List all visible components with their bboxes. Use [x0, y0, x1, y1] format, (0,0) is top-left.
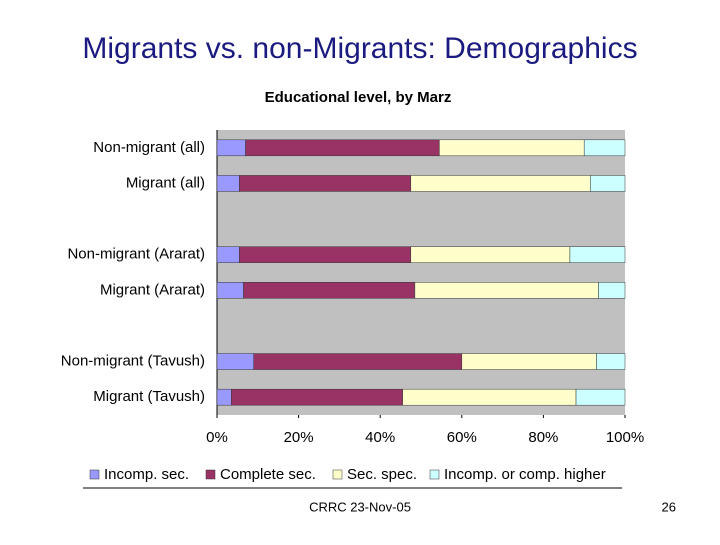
- bar-segment: [439, 139, 585, 157]
- bar-segment: [216, 175, 240, 192]
- bar-segment: [216, 246, 240, 263]
- y-tick-label: Non-migrant (Tavush): [61, 353, 205, 370]
- y-tick-label: Non-migrant (Ararat): [67, 246, 205, 263]
- bar-segment: [583, 139, 626, 157]
- bar-segment: [461, 353, 597, 370]
- bar-segment: [243, 282, 416, 299]
- bar-segment: [598, 282, 626, 299]
- x-tick-label: 0%: [206, 429, 228, 446]
- y-tick-label: Migrant (Ararat): [100, 281, 205, 298]
- slide-title: Migrants vs. non-Migrants: Demographics: [82, 32, 637, 65]
- y-tick-label: Migrant (Tavush): [93, 388, 205, 405]
- legend-label: Sec. spec.: [347, 466, 417, 483]
- x-tick-label: 100%: [606, 429, 644, 446]
- x-tick-label: 40%: [365, 429, 395, 446]
- bar-segment: [231, 388, 403, 406]
- bar-segment: [575, 388, 626, 406]
- page-number: 26: [662, 499, 676, 514]
- bar-segment: [402, 388, 577, 406]
- bar-segment: [253, 353, 463, 370]
- x-tick-label: 20%: [284, 429, 314, 446]
- bar-segment: [216, 353, 254, 370]
- bar-segment: [216, 388, 232, 406]
- bar-segment: [590, 175, 626, 192]
- bar-segment: [245, 139, 440, 157]
- plot-area: [217, 130, 625, 415]
- bar-segment: [239, 175, 412, 192]
- y-tick-label: Migrant (all): [126, 174, 205, 191]
- bar-segment: [569, 246, 626, 263]
- bar-segment: [414, 282, 599, 299]
- legend-swatch: [89, 469, 100, 480]
- legend-label: Incomp. sec.: [104, 466, 189, 483]
- bar-segment: [216, 139, 246, 157]
- legend-swatch: [429, 469, 440, 480]
- chart-title: Educational level, by Marz: [265, 89, 452, 106]
- legend-swatch: [332, 469, 343, 480]
- bar-segment: [596, 353, 626, 370]
- bar-segment: [410, 175, 591, 192]
- bar-segment: [216, 282, 244, 299]
- x-tick-label: 60%: [447, 429, 477, 446]
- bar-segment: [239, 246, 412, 263]
- legend-label: Complete sec.: [220, 466, 316, 483]
- legend-swatch: [205, 469, 216, 480]
- bar-segment: [410, 246, 571, 263]
- legend-label: Incomp. or comp. higher: [444, 466, 606, 483]
- footer: CRRC 23-Nov-05: [309, 499, 411, 514]
- x-tick-label: 80%: [528, 429, 558, 446]
- y-tick-label: Non-migrant (all): [93, 139, 205, 156]
